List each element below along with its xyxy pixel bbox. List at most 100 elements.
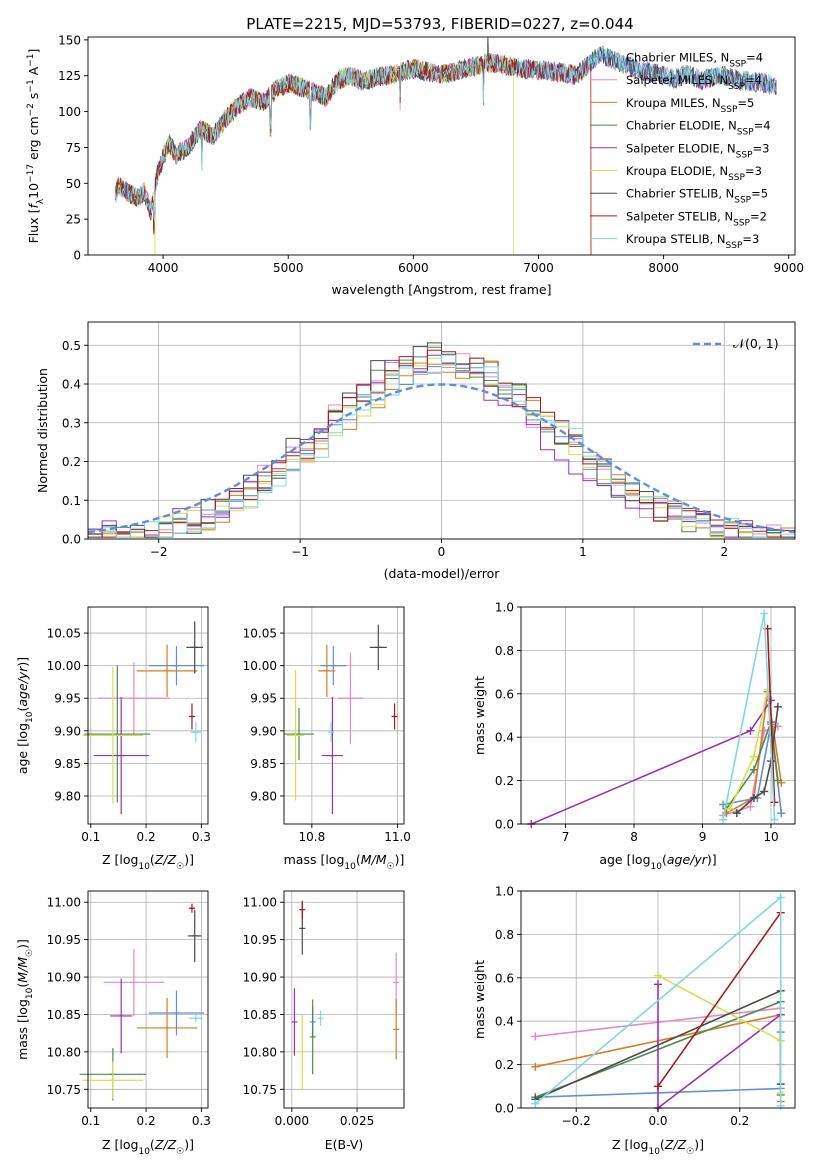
label-part: ☉ xyxy=(387,862,395,872)
legend-entry: Salpeter MILES, NSSP=4 xyxy=(626,73,762,92)
label-part: )] xyxy=(707,852,717,867)
weight-line xyxy=(657,974,782,1093)
weight-marker xyxy=(760,609,769,618)
label-part: 10 xyxy=(648,1147,660,1157)
axes-frame xyxy=(283,606,405,825)
label-part: 10 xyxy=(651,862,663,872)
label-part: =3 xyxy=(742,232,759,246)
tick-label-y: 10.75 xyxy=(243,1083,277,1097)
label-part: ] xyxy=(26,49,41,54)
label-part: s xyxy=(26,93,41,104)
tick-label-y: 10.85 xyxy=(243,1008,277,1022)
label-part: )] xyxy=(184,1137,194,1152)
plot-area xyxy=(115,37,777,255)
weight-marker xyxy=(719,815,728,824)
label-part: SSP xyxy=(737,128,754,138)
x-axis-label: Z [log10(Z/Z☉)] xyxy=(102,852,194,872)
errorbar-point xyxy=(320,646,347,686)
x-axis-label: E(B-V) xyxy=(325,1137,364,1152)
tick-label-y: 10.80 xyxy=(243,1045,277,1059)
y-axis-label: mass weight xyxy=(472,960,487,1039)
label-part: age/yr xyxy=(667,852,708,867)
label-part: 10 xyxy=(25,987,35,999)
axes-residuals: −2 −1 0 1 2 0.0 0.1 0.2 0.3 0.4 0.5 (data-model)/er… xyxy=(35,321,796,581)
label-part: Chabrier ELODIE, N xyxy=(626,119,737,133)
tick-label-y: 10.05 xyxy=(243,627,277,641)
label-part: SSP xyxy=(736,150,753,160)
legend-entry: Salpeter ELODIE, NSSP=3 xyxy=(626,141,769,160)
axes-frame xyxy=(87,890,209,1109)
weight-marker xyxy=(531,1062,540,1071)
tick-label-x: 11.0 xyxy=(384,830,411,844)
tick-label-y: 0.6 xyxy=(495,687,514,701)
label-part: =2 xyxy=(750,209,767,223)
tick-label-x: −1 xyxy=(291,545,309,559)
errorbar-point xyxy=(317,1010,324,1026)
tick-label-y: 9.85 xyxy=(54,757,81,771)
plot-area xyxy=(284,624,398,815)
label-part: mass [log xyxy=(15,999,30,1060)
weight-marker xyxy=(732,809,741,818)
label-part: 10 xyxy=(25,711,35,723)
errorbar-point xyxy=(93,696,149,815)
tick-label-y: 10.95 xyxy=(47,933,81,947)
tick-label-y: 9.90 xyxy=(54,724,81,738)
errorbar-point xyxy=(84,665,151,803)
weight-marker xyxy=(725,804,734,813)
label-part: ( xyxy=(15,707,30,712)
axes-age-vs-z: 0.1 0.2 0.3 9.80 9.85 9.90 9.95 10.00 10.05 Z [lo… xyxy=(15,606,211,872)
plot-area xyxy=(291,900,400,1090)
errorbar-point xyxy=(284,708,314,761)
label-part: −2 xyxy=(26,103,36,116)
y-axis-label: mass [log10(M/M☉)] xyxy=(15,939,35,1060)
label-part: E(B-V) xyxy=(325,1137,364,1152)
tick-label-y: 0 xyxy=(73,249,81,263)
label-part: )] xyxy=(184,852,194,867)
tick-label-x: 0.2 xyxy=(137,830,156,844)
plot-area xyxy=(531,893,785,1112)
tick-label-x: 1 xyxy=(579,545,587,559)
label-part: 10 xyxy=(344,862,356,872)
errorbar-point xyxy=(136,644,198,697)
label-part: Kroupa STELIB, N xyxy=(626,232,726,246)
errorbar-point xyxy=(189,1014,203,1022)
errorbar-point xyxy=(97,662,170,735)
tick-label-y: 9.95 xyxy=(250,692,277,706)
tick-label-x: 0.3 xyxy=(192,1114,211,1128)
tick-label-y: 9.95 xyxy=(54,692,81,706)
tick-label-y: 0.6 xyxy=(495,971,514,985)
tick-label-y: 10.00 xyxy=(243,659,277,673)
errorbar-point xyxy=(186,621,204,674)
tick-label-x: 10.8 xyxy=(298,830,325,844)
plot-area xyxy=(79,903,205,1101)
label-part: age [log xyxy=(15,723,30,774)
label-part: ☉ xyxy=(686,1147,694,1157)
label-part: SSP xyxy=(721,105,738,115)
tick-label-x: 9000 xyxy=(773,261,804,275)
weight-line xyxy=(766,628,776,803)
errorbar-point xyxy=(148,646,205,686)
tick-label-x: 0 xyxy=(438,545,446,559)
tick-label-y: 0.5 xyxy=(62,339,81,353)
tick-label-y: 10.95 xyxy=(243,933,277,947)
axes-frame xyxy=(520,606,796,825)
label-part: −17 xyxy=(26,164,36,183)
tick-label-y: 11.00 xyxy=(47,896,81,910)
tick-label-x: 0.2 xyxy=(137,1114,156,1128)
x-axis-label: age [log10(age/yr)] xyxy=(599,852,716,872)
x-axis-label: wavelength [Angstrom, rest frame] xyxy=(331,282,551,297)
weight-marker xyxy=(654,980,662,989)
tick-label-y: 0.8 xyxy=(495,644,514,658)
tick-label-y: 0.2 xyxy=(495,1058,514,1072)
label-part: =5 xyxy=(737,96,754,110)
x-axis-label: Z [log10(Z/Z☉)] xyxy=(612,1137,704,1157)
label-part: Kroupa ELODIE, N xyxy=(626,164,728,178)
weight-marker xyxy=(749,752,758,761)
label-part: SSP xyxy=(729,60,746,70)
tick-label-y: 10.00 xyxy=(47,659,81,673)
tick-label-x: 7 xyxy=(562,830,570,844)
axes-age-vs-mass: 10.8 11.0 9.80 9.85 9.90 9.95 10.00 10.05 mass [… xyxy=(243,606,411,872)
label-part: )] xyxy=(395,852,405,867)
